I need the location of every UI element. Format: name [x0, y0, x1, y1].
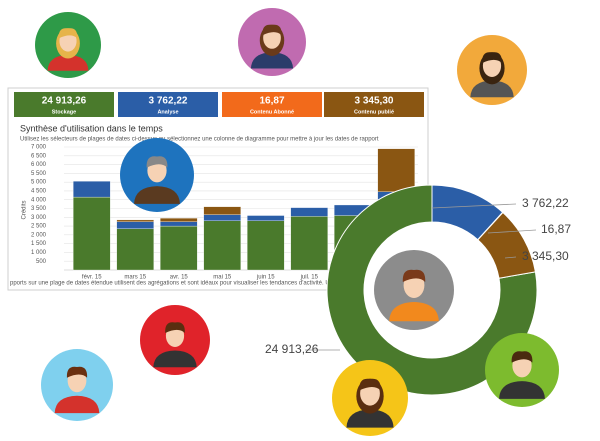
x-tick-label: juil. 15 [300, 275, 319, 281]
avatar-hair [359, 378, 381, 391]
donut-label: 3 762,22 [522, 196, 569, 210]
bar-segment [73, 196, 111, 271]
bar-segment [160, 218, 198, 222]
y-tick-label: 6 500 [31, 153, 47, 159]
bar-segment [160, 225, 198, 271]
y-tick-label: 7 000 [31, 145, 47, 151]
avatar [140, 305, 210, 375]
y-axis-label: Crédits [22, 200, 28, 219]
avatar [120, 138, 194, 212]
kpi-value: 16,87 [259, 96, 284, 107]
y-tick-label: 6 000 [31, 162, 47, 168]
avatar [238, 8, 306, 76]
bar-segment [116, 219, 154, 222]
avatar-hair [511, 351, 533, 363]
kpi-tile [222, 92, 322, 117]
bar-segment [247, 215, 285, 221]
kpi-tile [118, 92, 218, 117]
x-tick-label: juin 15 [256, 275, 275, 281]
avatar-body [134, 186, 180, 204]
bar-segment [116, 221, 154, 229]
kpi-value: 3 762,22 [149, 96, 188, 107]
avatar-hair [58, 28, 78, 39]
avatar [457, 35, 527, 105]
avatar-body [470, 80, 514, 98]
avatar-body [153, 350, 197, 368]
y-tick-label: 2 500 [31, 224, 47, 230]
avatar-body [389, 302, 439, 322]
avatar-hair [146, 156, 168, 168]
y-tick-label: 4 000 [31, 197, 47, 203]
kpi-tile [14, 92, 114, 117]
y-tick-label: 1 500 [31, 241, 47, 247]
avatar-hair [66, 366, 88, 378]
x-tick-label: avr. 15 [170, 275, 189, 281]
bar-segment [160, 221, 198, 227]
bar-segment [377, 148, 415, 192]
y-tick-label: 3 000 [31, 215, 47, 221]
kpi-tile [324, 92, 424, 117]
leader-line [487, 229, 537, 234]
bar-segment [247, 220, 285, 271]
avatar [332, 360, 408, 436]
avatar-hair [402, 269, 426, 282]
x-tick-label: mars 15 [124, 275, 146, 281]
bar-segment [203, 206, 241, 215]
donut-label: 24 913,26 [265, 342, 319, 356]
bar-segment [203, 214, 241, 221]
kpi-label: Contenu publié [354, 109, 394, 115]
donut-label: 3 345,30 [522, 249, 569, 263]
kpi-label: Contenu Abonné [250, 109, 294, 115]
y-tick-label: 1 000 [31, 250, 47, 256]
avatar-body [47, 54, 89, 71]
avatar-body [346, 409, 394, 428]
chart-note: pports sur une plage de dates étendue ut… [10, 281, 364, 287]
y-tick-label: 5 000 [31, 180, 47, 186]
donut-label: 16,87 [541, 222, 571, 236]
x-tick-label: févr. 15 [82, 275, 102, 281]
y-tick-label: 2 000 [31, 232, 47, 238]
kpi-label: Analyse [157, 109, 178, 115]
avatar [374, 250, 454, 330]
avatar [485, 333, 559, 407]
avatar-hair [482, 52, 502, 63]
chart-subtitle: Utilisez les sélecteurs de plages de dat… [20, 137, 379, 143]
chart-title: Synthèse d'utilisation dans le temps [20, 123, 163, 133]
avatar-hair [262, 24, 282, 36]
kpi-label: Stockage [52, 109, 76, 115]
avatar-body [499, 381, 545, 399]
avatar-hair [165, 322, 185, 333]
avatar-body [250, 52, 294, 69]
leader-line [431, 203, 517, 209]
y-tick-label: 4 500 [31, 189, 47, 195]
leader-line [504, 256, 517, 259]
y-tick-label: 5 500 [31, 171, 47, 177]
avatar-body [54, 395, 100, 414]
bar-segment [203, 220, 241, 271]
kpi-value: 3 345,30 [355, 96, 394, 107]
avatar [35, 12, 101, 78]
y-tick-label: 3 500 [31, 206, 47, 212]
bar-segment [116, 228, 154, 271]
y-tick-label: 500 [36, 259, 47, 265]
x-tick-label: mai 15 [213, 275, 232, 281]
avatar [41, 349, 113, 421]
bar-segment [290, 216, 328, 271]
bar-segment [290, 207, 328, 217]
kpi-value: 24 913,26 [42, 96, 87, 107]
bar-segment [73, 181, 111, 198]
